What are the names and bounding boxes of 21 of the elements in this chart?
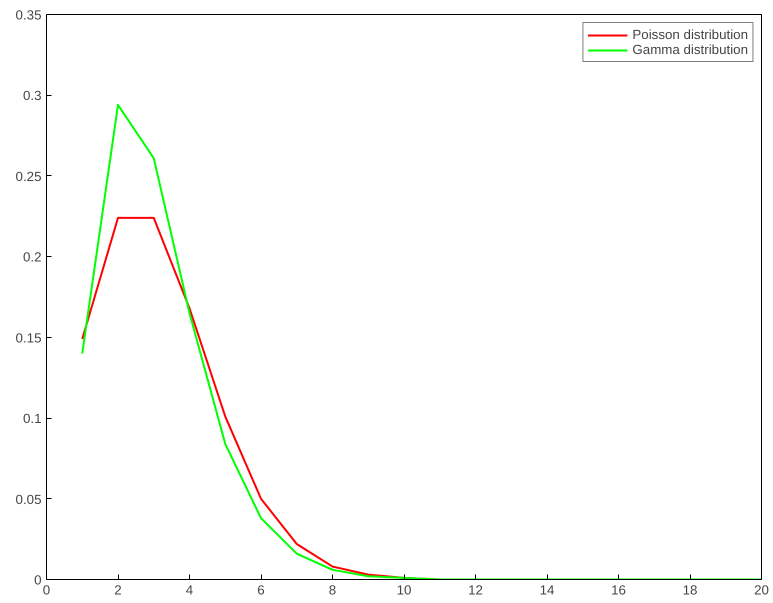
- line-series: [81, 104, 762, 580]
- x-tick-label: 6: [257, 582, 265, 598]
- y-tick-label: 0.1: [22, 411, 42, 426]
- x-tick-label: 2: [114, 582, 122, 598]
- y-tick-label: 0: [34, 572, 42, 588]
- x-tick-label: 4: [186, 582, 194, 598]
- y-tick-label: 0.25: [16, 168, 42, 184]
- y-tick-label: 0.2: [22, 250, 42, 265]
- x-tick-label: 12: [468, 582, 483, 598]
- y-tick-label: 0.05: [16, 492, 42, 507]
- x-tick-label: 8: [328, 582, 336, 598]
- x-tick-label: 14: [540, 582, 555, 598]
- y-tick-label: 0.15: [16, 330, 42, 346]
- y-tick-label: 0.3: [22, 88, 42, 104]
- x-tick-label: 10: [396, 582, 412, 598]
- x-tick-label: 20: [754, 582, 769, 598]
- x-tick-label: 16: [611, 582, 626, 598]
- legend-label: Gamma distribution: [632, 42, 748, 57]
- legend-label: Poisson distribution: [632, 27, 748, 42]
- y-tick-label: 0.35: [16, 8, 42, 22]
- x-tick-label: 18: [682, 582, 698, 598]
